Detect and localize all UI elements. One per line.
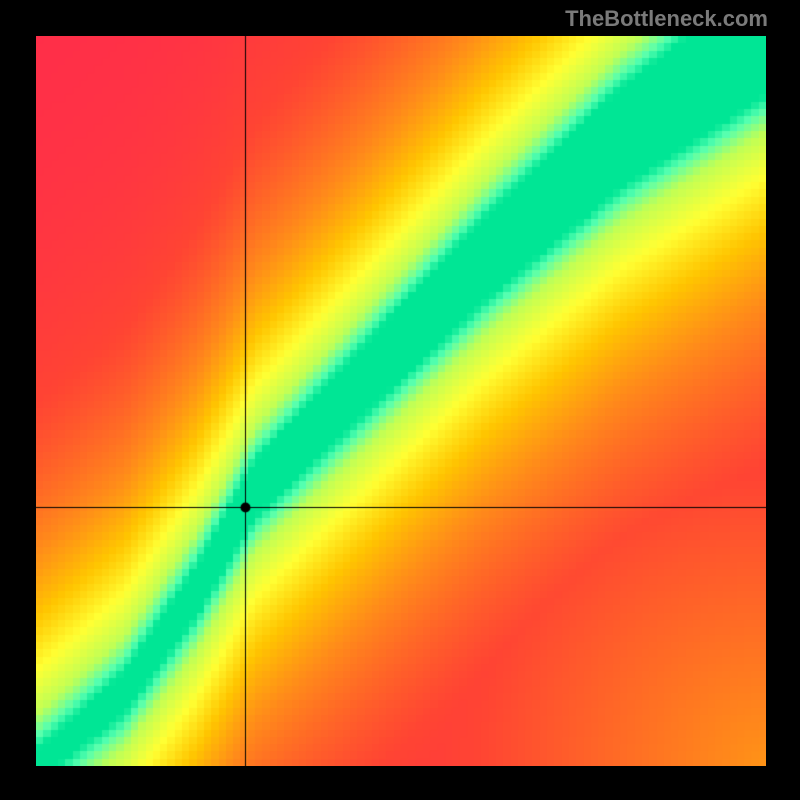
attribution-label: TheBottleneck.com xyxy=(565,6,768,32)
bottleneck-heatmap xyxy=(36,36,766,766)
